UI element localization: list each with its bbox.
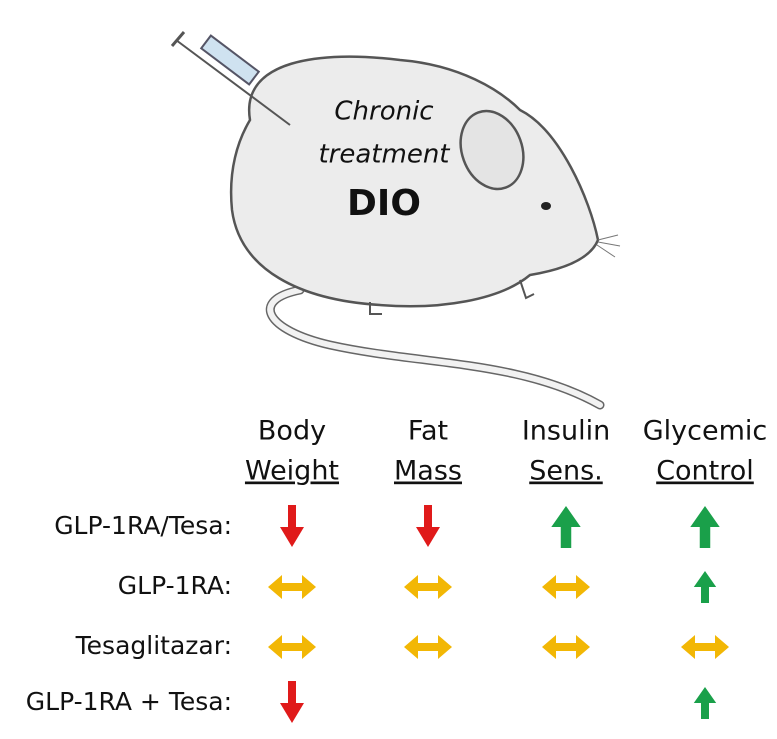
- arrow-up: [693, 571, 717, 603]
- effects-table: Body Weight Fat Mass Insulin Sens. Glycemic Con…: [26, 416, 768, 723]
- column-header: Mass: [394, 456, 462, 487]
- arrow-neutral: [542, 575, 590, 599]
- mouse-line2: treatment: [318, 140, 450, 170]
- mouse-label: DIO: [347, 183, 421, 224]
- syringe: [170, 31, 291, 126]
- column-header: Glycemic: [643, 416, 768, 447]
- column-header: Insulin: [522, 416, 610, 447]
- arrow-neutral: [268, 575, 316, 599]
- mouse-illustration: [170, 31, 621, 410]
- arrow-up: [551, 506, 581, 548]
- column-header: Sens.: [529, 456, 603, 487]
- arrow-neutral: [681, 635, 729, 659]
- arrow-up: [693, 687, 717, 719]
- arrow-neutral: [404, 575, 452, 599]
- arrow-neutral: [404, 635, 452, 659]
- row-label: GLP-1RA/Tesa:: [54, 511, 232, 540]
- arrow-up: [690, 506, 720, 548]
- row-label: Tesaglitazar:: [75, 631, 232, 660]
- row-label: GLP-1RA + Tesa:: [26, 687, 232, 716]
- arrow-down: [416, 505, 440, 547]
- arrow-down: [280, 505, 304, 547]
- arrow-neutral: [268, 635, 316, 659]
- arrow-neutral: [542, 635, 590, 659]
- column-header: Control: [656, 456, 754, 487]
- row-label: GLP-1RA:: [118, 571, 232, 600]
- mouse-line1: Chronic: [334, 97, 433, 127]
- column-header: Weight: [245, 456, 339, 487]
- arrow-down: [280, 681, 304, 723]
- column-header: Body: [258, 416, 326, 447]
- column-header: Fat: [408, 416, 448, 447]
